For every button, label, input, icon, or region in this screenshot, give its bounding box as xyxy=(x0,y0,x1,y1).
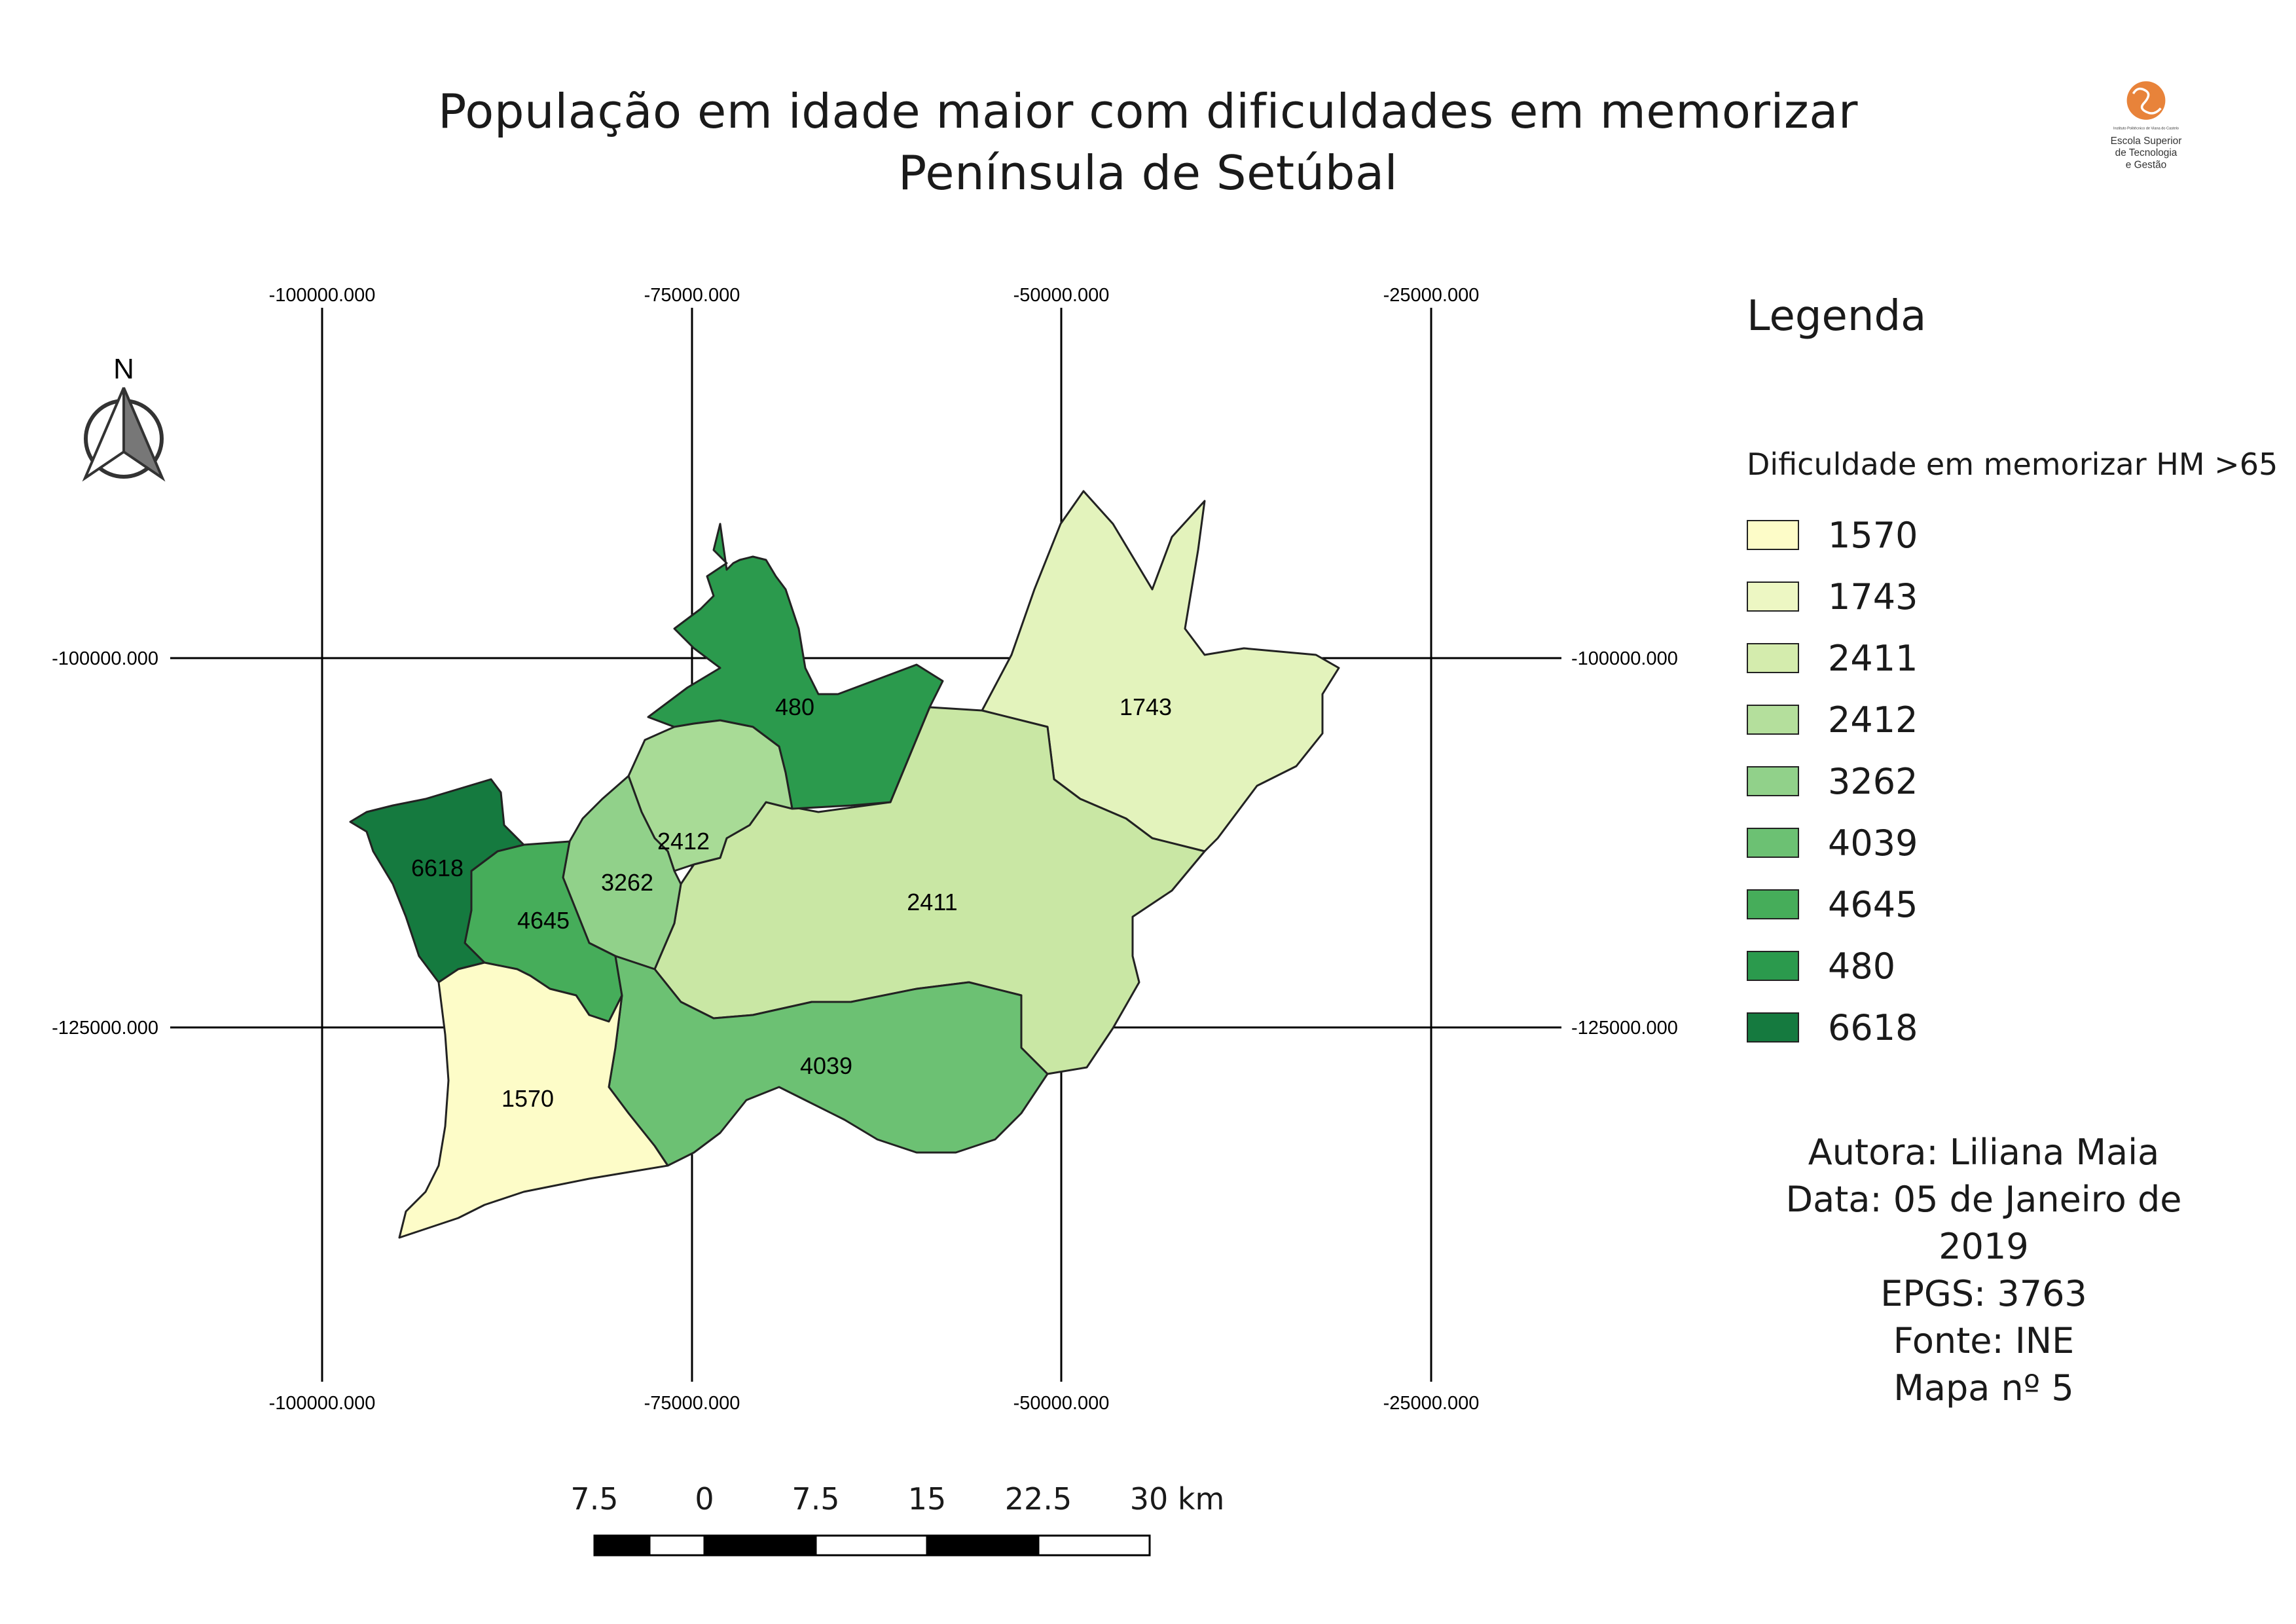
legend-item: 2411 xyxy=(1747,637,1918,679)
grid-label-top-4: -25000.000 xyxy=(1383,285,1480,306)
legend-label: 1570 xyxy=(1828,514,1918,556)
legend-item: 2412 xyxy=(1747,699,1918,741)
credit-epsg: EPGS: 3763 xyxy=(1880,1273,2087,1314)
svg-text:de Tecnologia: de Tecnologia xyxy=(2115,147,2178,158)
region-label-3262: 3262 xyxy=(601,869,653,896)
scale-label: 0 xyxy=(695,1481,714,1517)
region-label-480: 480 xyxy=(775,693,814,720)
legend-item: 4039 xyxy=(1747,822,1918,864)
legend-item: 4645 xyxy=(1747,883,1918,925)
school-logo: Instituto Politécnico de Viana do Castel… xyxy=(2111,81,2182,170)
legend-label: 4039 xyxy=(1828,822,1918,864)
grid-label-top-2: -75000.000 xyxy=(644,285,740,306)
region-label-1570: 1570 xyxy=(501,1085,554,1112)
grid-label-right-1: -100000.000 xyxy=(1571,648,1678,669)
legend-swatch xyxy=(1747,705,1799,735)
grid-label-bottom-1: -100000.000 xyxy=(269,1393,376,1414)
legend-label: 3262 xyxy=(1828,760,1918,802)
region-6618 xyxy=(349,778,525,984)
grid-label-right-2: -125000.000 xyxy=(1571,1018,1678,1039)
legend-swatch xyxy=(1747,1012,1799,1043)
credit-date: Data: 05 de Janeiro de xyxy=(1785,1179,2182,1220)
svg-text:e Gestão: e Gestão xyxy=(2126,159,2166,170)
map-subtitle: Península de Setúbal xyxy=(898,145,1398,200)
scale-label: 7.5 xyxy=(570,1481,619,1517)
scale-label: 7.5 xyxy=(792,1481,840,1517)
legend-item: 6618 xyxy=(1747,1006,1918,1048)
grid-label-top-1: -100000.000 xyxy=(269,285,376,306)
region-label-6618: 6618 xyxy=(411,855,464,881)
legend-swatch xyxy=(1747,951,1799,981)
grid-label-top-3: -50000.000 xyxy=(1013,285,1110,306)
legend-label: 480 xyxy=(1828,945,1896,987)
region-label-2411: 2411 xyxy=(907,889,957,915)
legend-label: 6618 xyxy=(1828,1006,1918,1048)
scale-label: 30 km xyxy=(1129,1481,1225,1517)
map-credits: Autora: Liliana Maia Data: 05 de Janeiro… xyxy=(1755,1129,2213,1412)
region-label-2412: 2412 xyxy=(657,828,710,855)
credit-author: Autora: Liliana Maia xyxy=(1808,1132,2160,1173)
scale-bar xyxy=(593,1534,1151,1557)
legend-swatch xyxy=(1747,889,1799,919)
scale-bar-labels: 7.5 0 7.5 15 22.5 30 km xyxy=(0,1481,2296,1527)
credit-year: 2019 xyxy=(1939,1226,2029,1267)
legend-title: Legenda xyxy=(1747,292,1927,341)
region-label-1743: 1743 xyxy=(1120,693,1172,720)
legend-item: 3262 xyxy=(1747,760,1918,802)
grid-label-left-2: -125000.000 xyxy=(52,1018,158,1039)
legend-label: 2412 xyxy=(1828,699,1918,741)
north-arrow-icon: N xyxy=(82,353,166,482)
legend-swatch xyxy=(1747,828,1799,858)
legend-label: 4645 xyxy=(1828,883,1918,925)
legend-item: 1570 xyxy=(1747,514,1918,556)
scale-label: 15 xyxy=(907,1481,947,1517)
region-1570 xyxy=(398,961,669,1239)
map-title: População em idade maior com dificuldade… xyxy=(437,84,1859,139)
legend-label: 1743 xyxy=(1828,576,1918,618)
region-label-4039: 4039 xyxy=(800,1052,852,1079)
grid-label-left-1: -100000.000 xyxy=(52,648,158,669)
legend-item: 480 xyxy=(1747,945,1896,987)
scale-label: 22.5 xyxy=(1004,1481,1072,1517)
legend-item: 1743 xyxy=(1747,576,1918,618)
grid-label-bottom-2: -75000.000 xyxy=(644,1393,740,1414)
legend-swatch xyxy=(1747,581,1799,612)
legend-swatch xyxy=(1747,520,1799,550)
svg-text:Instituto Politécnico de Viana: Instituto Politécnico de Viana do Castel… xyxy=(2113,127,2179,131)
grid-label-bottom-3: -50000.000 xyxy=(1013,1393,1110,1414)
svg-text:Escola Superior: Escola Superior xyxy=(2111,136,2182,147)
legend-swatch xyxy=(1747,643,1799,673)
legend-swatch xyxy=(1747,766,1799,796)
credit-source: Fonte: INE xyxy=(1893,1320,2075,1361)
credit-map-number: Mapa nº 5 xyxy=(1893,1367,2074,1409)
region-label-4645: 4645 xyxy=(517,907,570,934)
legend-label: 2411 xyxy=(1828,637,1918,679)
svg-text:N: N xyxy=(113,353,134,385)
grid-label-bottom-4: -25000.000 xyxy=(1383,1393,1480,1414)
legend-subtitle: Dificuldade em memorizar HM >65 xyxy=(1747,447,2278,482)
